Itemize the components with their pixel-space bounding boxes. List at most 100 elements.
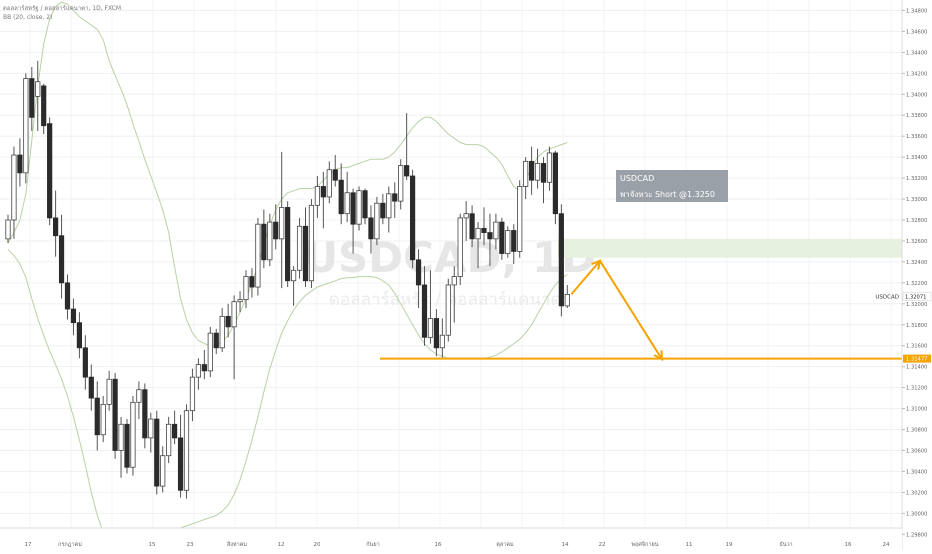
candle xyxy=(558,204,564,317)
candle xyxy=(523,157,529,200)
time-tick-label: 19 xyxy=(726,542,733,548)
price-tick-label: 1.33200 xyxy=(906,176,927,182)
candle-body-bear xyxy=(302,225,309,282)
price-tick-label: 1.31400 xyxy=(906,365,927,371)
price-tick-label: 1.34600 xyxy=(906,29,927,35)
candle-body-bull xyxy=(564,293,570,307)
price-tick-label: 1.29800 xyxy=(906,532,927,538)
candle xyxy=(88,364,94,411)
current-price-value: 1.32071 xyxy=(905,294,926,300)
candle-body-bear xyxy=(261,223,267,261)
price-tick-label: 1.34200 xyxy=(906,71,927,77)
candle xyxy=(564,284,570,308)
candle xyxy=(368,205,374,254)
candle-body-bull xyxy=(445,284,451,336)
candle xyxy=(505,226,511,258)
candle-body-bull xyxy=(296,225,303,271)
candle-body-bear xyxy=(64,282,71,310)
candle xyxy=(189,368,196,422)
candle-body-bull xyxy=(344,192,350,215)
candle xyxy=(166,416,172,464)
candle xyxy=(267,213,273,267)
candle xyxy=(481,207,487,246)
candle-body-bear xyxy=(225,315,231,328)
symbol-header: ดอลลาร์สหรัฐ / ดอลลาร์แคนาดา, 1D, FXCM xyxy=(3,5,122,12)
candle-body-bear xyxy=(154,418,160,487)
candle xyxy=(463,201,469,241)
candle xyxy=(326,161,332,204)
time-tick-label: กรกฎาคม xyxy=(58,542,82,548)
candle-body-bear xyxy=(171,423,178,439)
candle-body-bull xyxy=(219,315,225,349)
candle xyxy=(207,326,213,378)
candle xyxy=(243,270,249,308)
current-price-badge xyxy=(902,292,932,301)
candle-body-bull xyxy=(314,186,321,206)
candle xyxy=(433,309,440,357)
candle-body-bear xyxy=(415,259,422,286)
candle xyxy=(439,318,445,359)
time-tick-label: 20 xyxy=(314,542,321,548)
time-tick-label: 12 xyxy=(278,542,285,548)
candle-body-bear xyxy=(285,207,291,282)
candle xyxy=(249,268,255,298)
candle-body-bull xyxy=(166,423,172,457)
time-tick-label: 16 xyxy=(435,542,442,548)
candle-body-bear xyxy=(47,123,53,219)
price-tick-label: 1.32800 xyxy=(906,218,927,224)
candle-body-bull xyxy=(308,204,315,282)
candle-body-bull xyxy=(100,403,106,436)
candle xyxy=(475,222,481,269)
time-tick-label: สิงหาคม xyxy=(226,541,247,548)
candle xyxy=(112,372,118,459)
candle-body-bull xyxy=(374,202,380,240)
price-tick-label: 1.31600 xyxy=(906,344,927,350)
annotation-text: พาจังหวะ Short @1.3250 xyxy=(620,190,715,199)
candle-body-bull xyxy=(326,169,332,198)
candle xyxy=(457,213,463,285)
candle xyxy=(421,266,428,346)
candle xyxy=(118,416,124,478)
candle-body-bear xyxy=(249,276,255,288)
price-tick-label: 1.30400 xyxy=(906,469,927,475)
candle xyxy=(392,182,398,218)
candle-body-bear xyxy=(529,160,535,181)
candle-body-bear xyxy=(17,154,23,174)
candle-body-bear xyxy=(469,213,475,240)
candle-body-bull xyxy=(279,207,285,240)
candle-body-bull xyxy=(106,378,112,405)
time-tick-label: 23 xyxy=(187,542,194,548)
annotation-label: USDCAD พาจังหวะ Short @1.3250 xyxy=(616,170,728,202)
candle xyxy=(511,224,517,264)
candle-body-bull xyxy=(5,219,11,240)
price-tick-label: 1.34800 xyxy=(906,8,927,14)
candle xyxy=(94,381,100,451)
candle xyxy=(100,396,106,443)
candle-body-bear xyxy=(421,284,428,338)
candle xyxy=(273,204,279,250)
candle xyxy=(177,414,184,498)
candle xyxy=(308,199,315,289)
candle xyxy=(451,266,457,323)
candle-body-bull xyxy=(231,301,237,328)
candle-body-bull xyxy=(386,193,392,219)
candle xyxy=(154,410,160,495)
candle xyxy=(493,213,499,250)
price-tick-label: 1.34000 xyxy=(906,92,927,98)
candle-body-bull xyxy=(11,154,17,221)
candle-body-bear xyxy=(392,193,398,202)
candle-body-bear xyxy=(177,437,184,491)
candle-body-bull xyxy=(148,418,154,439)
candle xyxy=(546,146,553,191)
candle-body-bear xyxy=(552,152,559,215)
candle xyxy=(17,138,23,187)
candle xyxy=(332,155,338,187)
candle xyxy=(124,419,130,474)
candle xyxy=(415,249,422,308)
candle xyxy=(219,308,225,352)
candle-body-bull xyxy=(457,217,463,277)
candle-body-bear xyxy=(487,232,493,240)
candle-body-bull xyxy=(546,152,553,183)
